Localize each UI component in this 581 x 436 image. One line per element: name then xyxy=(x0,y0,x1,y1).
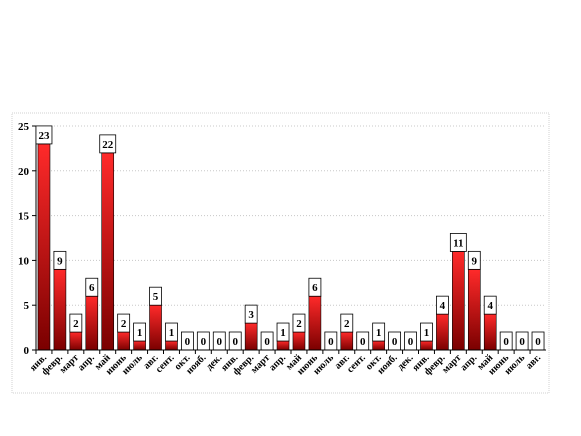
data-label-box xyxy=(449,233,467,252)
data-label: 1 xyxy=(376,327,382,339)
data-label: 0 xyxy=(185,336,191,348)
data-label: 6 xyxy=(312,282,318,294)
data-label-box xyxy=(436,295,449,315)
bar xyxy=(69,331,83,351)
data-label: 0 xyxy=(535,336,541,348)
data-label-box xyxy=(165,322,178,342)
data-label-box xyxy=(483,295,497,315)
bar xyxy=(420,340,433,351)
bar xyxy=(85,295,99,351)
data-label-box xyxy=(276,322,290,342)
x-axis: янв.февр.мартапр.майиюньиюльавг.сент.окт… xyxy=(28,349,546,378)
data-label: 0 xyxy=(392,336,398,348)
bar xyxy=(467,269,481,351)
bar xyxy=(308,295,322,351)
data-label: 0 xyxy=(217,336,223,348)
data-label: 2 xyxy=(73,318,79,330)
data-label: 4 xyxy=(440,300,446,312)
data-label-box xyxy=(467,250,481,270)
data-label-box xyxy=(420,322,433,342)
gridlines xyxy=(36,125,546,306)
data-label-box xyxy=(292,313,306,333)
data-label-box xyxy=(35,125,53,145)
y-tick-label: 5 xyxy=(24,300,30,312)
data-label: 22 xyxy=(102,139,114,151)
y-tick-label: 15 xyxy=(18,211,30,223)
data-label: 0 xyxy=(360,336,366,348)
data-label: 0 xyxy=(232,336,238,348)
bar xyxy=(101,152,115,351)
data-label-box xyxy=(372,322,386,342)
bars xyxy=(37,143,497,351)
data-label: 2 xyxy=(344,318,350,330)
y-tick-label: 20 xyxy=(18,166,30,178)
bar xyxy=(117,331,130,351)
data-label: 1 xyxy=(424,327,430,339)
y-tick-label: 10 xyxy=(18,255,30,267)
data-label-box xyxy=(99,134,117,154)
data-label: 1 xyxy=(169,327,175,339)
bar xyxy=(292,331,306,351)
data-label: 2 xyxy=(296,318,302,330)
bar xyxy=(53,269,67,351)
data-label: 0 xyxy=(519,336,525,348)
data-label: 0 xyxy=(328,336,334,348)
data-label-box xyxy=(117,313,131,333)
data-label: 1 xyxy=(137,327,143,339)
data-label: 11 xyxy=(453,237,463,249)
data-label-box xyxy=(149,286,162,306)
plot-frame xyxy=(11,112,550,394)
bar xyxy=(149,304,162,351)
y-axis: 0 5 10 15 20 25 xyxy=(18,121,37,357)
data-label-box xyxy=(133,322,146,342)
data-label-box xyxy=(340,313,354,333)
data-label: 23 xyxy=(38,130,50,142)
bar xyxy=(452,251,465,351)
bar xyxy=(372,340,385,351)
data-label-box xyxy=(85,277,99,297)
bar xyxy=(133,340,146,351)
y-tick-label: 0 xyxy=(24,345,30,357)
data-label: 0 xyxy=(264,336,270,348)
data-label-box xyxy=(53,250,67,270)
bar xyxy=(244,322,258,351)
bar xyxy=(276,340,290,351)
data-label: 0 xyxy=(503,336,509,348)
bar xyxy=(436,313,449,351)
data-label: 5 xyxy=(153,291,159,303)
data-label-box xyxy=(69,313,83,333)
data-label: 9 xyxy=(472,255,478,267)
bar xyxy=(37,143,51,351)
data-label: 3 xyxy=(248,309,254,321)
data-label: 6 xyxy=(89,282,95,294)
y-tick-label: 25 xyxy=(18,121,30,133)
bar xyxy=(483,313,497,351)
bar xyxy=(340,331,354,351)
data-label: 1 xyxy=(280,327,286,339)
data-label-box xyxy=(244,304,258,324)
data-label-box xyxy=(308,277,322,297)
data-label: 0 xyxy=(201,336,207,348)
data-label: 0 xyxy=(408,336,414,348)
data-label: 4 xyxy=(487,300,493,312)
x-tick-label: авг. xyxy=(524,352,544,372)
bar xyxy=(165,340,178,351)
data-label: 9 xyxy=(57,255,63,267)
data-label: 2 xyxy=(121,318,127,330)
